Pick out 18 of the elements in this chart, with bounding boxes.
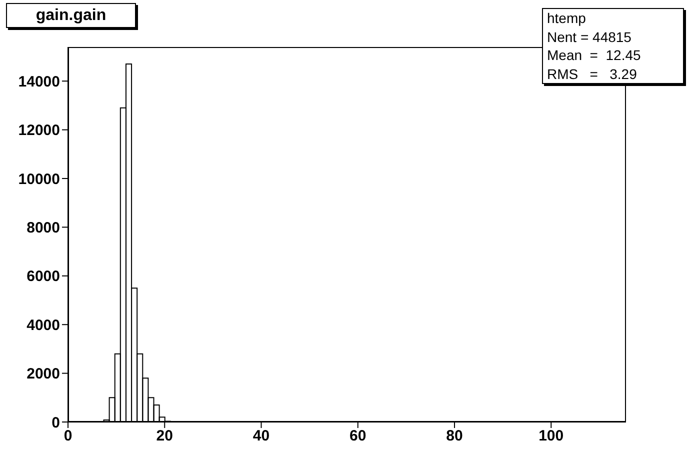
y-tick-label: 2000: [26, 366, 60, 383]
annotation: Mean = 12.45: [547, 46, 642, 64]
y-tick-label: 10000: [18, 170, 60, 188]
annotation: RMS = 3.29: [547, 64, 638, 83]
y-tick-label: 12000: [18, 122, 60, 140]
chart-title: gain.gain: [6, 3, 136, 28]
stats-box: htemp Nent = 44815 Mean = 12.45 RMS = 3.29: [542, 8, 684, 84]
y-tick-label: 4000: [26, 316, 60, 334]
y-tick-label: 6000: [26, 268, 60, 286]
y-tick-label: 0: [52, 414, 60, 432]
y-tick-label: 14000: [18, 73, 60, 90]
x-tick-label: 40: [252, 428, 270, 445]
x-tick-label: 60: [350, 428, 366, 445]
x-tick-label: 0: [64, 428, 72, 445]
x-tick-label: 20: [156, 428, 173, 445]
x-tick-label: 80: [446, 428, 463, 445]
y-tick-label: 8000: [26, 220, 60, 237]
x-tick-label: 100: [538, 428, 564, 445]
